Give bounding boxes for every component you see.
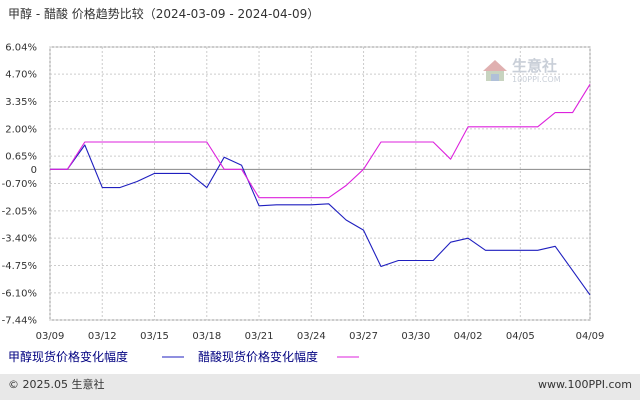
x-tick-label: 03/21 (245, 331, 274, 342)
y-tick-label: -2.05% (2, 206, 37, 217)
x-tick-label: 03/27 (349, 331, 378, 342)
x-tick-label: 03/15 (140, 331, 169, 342)
y-tick-label: -6.10% (2, 288, 37, 299)
chart-grid (49, 46, 591, 321)
logo-url: 100PPI.COM (512, 75, 561, 84)
legend: 甲醇现货价格变化幅度 醋酸现货价格变化幅度 (8, 349, 359, 364)
legend-label-methanol: 甲醇现货价格变化幅度 (8, 349, 128, 364)
series-line-methanol (50, 144, 591, 296)
y-tick-label: -3.40% (2, 234, 37, 245)
y-tick-label: -0.70% (2, 179, 37, 190)
legend-item-methanol: 甲醇现货价格变化幅度 (8, 349, 184, 364)
y-tick-label: -4.75% (2, 261, 37, 272)
watermark-logo: 生意社 100PPI.COM (483, 57, 561, 84)
y-tick-label: 4.70% (5, 70, 37, 81)
footer-copyright: © 2025.05 生意社 (8, 377, 104, 391)
x-axis-ticks: 03/09 03/12 03/15 03/18 03/21 03/24 03/27 03/30… (36, 331, 605, 342)
legend-item-acetic-acid: 醋酸现货价格变化幅度 (198, 349, 359, 364)
y-axis-ticks: 6.04% 4.70% 3.35% 2.00% 0.65% 0 -0.70% -2.05% -3… (2, 43, 37, 327)
chart-title: 甲醇 - 醋酸 价格趋势比较（2024-03-09 - 2024-04-09） (8, 6, 319, 21)
y-tick-label: -7.44% (2, 316, 37, 327)
y-tick-label: 3.35% (5, 97, 37, 108)
series-line-acetic-acid (50, 84, 591, 199)
x-tick-label: 03/18 (192, 331, 221, 342)
y-tick-label: 0 (31, 165, 37, 176)
y-tick-label: 0.65% (5, 152, 37, 163)
house-logo-icon (483, 60, 507, 81)
x-tick-label: 03/12 (88, 331, 117, 342)
legend-label-acetic-acid: 醋酸现货价格变化幅度 (198, 349, 318, 364)
x-tick-label: 03/30 (401, 331, 430, 342)
x-tick-label: 04/09 (576, 331, 605, 342)
footer-site-link[interactable]: www.100PPI.com (538, 378, 632, 391)
logo-name: 生意社 (512, 57, 557, 75)
x-tick-label: 03/24 (297, 331, 326, 342)
y-tick-label: 6.04% (5, 43, 37, 54)
x-tick-label: 04/02 (454, 331, 483, 342)
series-lines (50, 84, 591, 296)
x-tick-label: 04/05 (506, 331, 535, 342)
x-tick-label: 03/09 (36, 331, 65, 342)
y-tick-label: 2.00% (5, 124, 37, 135)
footer-bar (0, 374, 640, 400)
